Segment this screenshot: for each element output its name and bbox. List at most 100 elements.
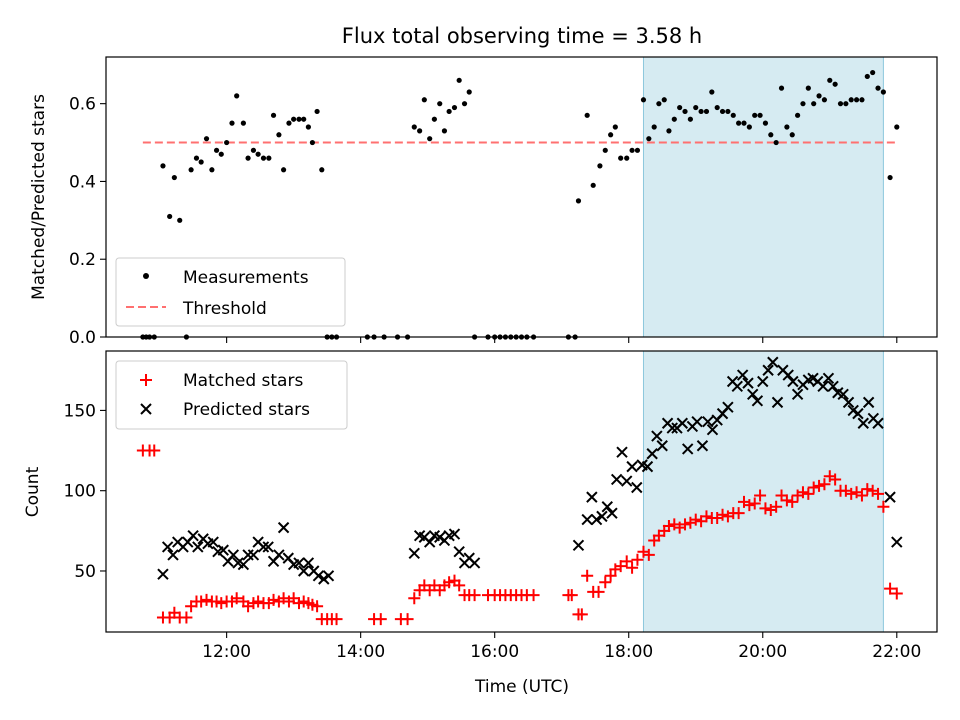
matched-stars-point	[267, 593, 280, 606]
matched-stars-point	[877, 500, 890, 513]
measurements-point	[773, 139, 779, 146]
matched-stars-point	[845, 487, 858, 500]
measurements-point	[816, 93, 822, 99]
predicted-stars-point	[257, 541, 270, 553]
measurements-point	[597, 163, 603, 169]
measurements-point	[634, 147, 641, 153]
measurements-point	[778, 85, 785, 91]
measurements-point	[811, 101, 817, 107]
measurements-point	[296, 116, 302, 122]
predicted-stars-point	[423, 536, 436, 548]
measurements-point	[286, 120, 292, 126]
measurements-point	[875, 85, 881, 91]
predicted-stars-point	[641, 460, 654, 473]
measurements-point	[661, 97, 667, 103]
measurements-point	[682, 108, 688, 115]
measurements-point	[240, 120, 246, 126]
matched-stars-point	[662, 520, 675, 533]
measurements-point	[629, 147, 635, 153]
predicted-stars-point	[448, 528, 461, 540]
matched-stars-point	[631, 553, 644, 566]
predicted-stars-point	[631, 481, 643, 494]
x-tick-label: 18:00	[604, 642, 653, 662]
predicted-stars-point	[468, 557, 481, 569]
predicted-stars-point	[192, 541, 204, 553]
measurements-point	[746, 124, 752, 130]
predicted-stars-point	[691, 415, 703, 428]
y-tick-label: 50	[74, 562, 96, 582]
predicted-stars-point	[827, 380, 839, 393]
matched-stars-point	[604, 569, 617, 582]
measurements-point	[417, 128, 423, 134]
matched-stars-point	[443, 576, 456, 589]
predicted-stars-point	[666, 422, 678, 434]
matched-stars-point	[592, 585, 605, 598]
top-panel: 0.0 0.2 0.4 0.6 Flux total observing time =…	[29, 24, 938, 348]
measurements-point	[167, 213, 173, 220]
measurements-point	[853, 97, 860, 103]
measurements-point	[752, 112, 758, 118]
measurements-point	[193, 155, 200, 161]
predicted-stars-point	[596, 510, 608, 523]
y-tick-label: 0.0	[69, 328, 96, 348]
measurements-point	[602, 147, 608, 153]
measurements-point	[171, 174, 177, 181]
measurements-point	[291, 116, 297, 122]
matched-stars-point	[818, 478, 831, 491]
y-tick-label: 0.4	[69, 172, 96, 192]
measurements-point	[837, 101, 844, 107]
y-tick-label: 100	[64, 482, 96, 502]
measurements-point	[451, 104, 458, 111]
matched-stars-point	[716, 508, 729, 521]
measurements-point	[590, 182, 596, 188]
predicted-legend-label: Predicted stars	[183, 400, 310, 420]
matched-stars-point	[802, 487, 815, 500]
count-points	[136, 356, 903, 626]
measurements-point	[218, 151, 224, 157]
predicted-stars-point	[262, 541, 274, 553]
predicted-stars-point	[606, 507, 618, 519]
predicted-stars-point	[857, 417, 869, 429]
predicted-stars-point	[862, 396, 875, 409]
measurements-point	[757, 112, 763, 118]
top-y-axis-label: Matched/Predicted stars	[29, 94, 49, 300]
predicted-stars-point	[626, 460, 638, 473]
predicted-stars-point	[237, 558, 250, 571]
matched-stars-point	[796, 486, 809, 499]
measurements-point	[741, 120, 747, 126]
measurements-point	[260, 155, 267, 161]
measurements-point	[709, 89, 715, 95]
measurements-point	[795, 112, 801, 118]
x-tick-label: 22:00	[872, 642, 921, 662]
predicted-stars-point	[767, 356, 779, 368]
predicted-stars-point	[572, 539, 585, 551]
predicted-stars-point	[681, 443, 694, 455]
matched-stars-point	[230, 592, 243, 605]
measurements-point	[859, 97, 865, 103]
predicted-stars-point	[696, 440, 709, 452]
matched-stars-point	[468, 589, 481, 602]
predicted-stars-point	[762, 364, 774, 376]
predicted-legend-marker	[140, 403, 152, 415]
predicted-stars-point	[837, 388, 849, 401]
predicted-stars-point	[408, 547, 420, 560]
measurements-point	[784, 124, 790, 130]
predicted-stars-point	[702, 415, 714, 428]
matched-stars-point	[890, 587, 903, 600]
measurement-points	[140, 69, 900, 340]
predicted-stars-point	[731, 380, 743, 393]
matched-legend-marker	[140, 374, 152, 386]
measurements-point	[301, 116, 307, 122]
matched-stars-point	[599, 576, 612, 589]
predicted-stars-point	[247, 549, 260, 561]
measurements-point	[693, 104, 699, 111]
top-legend-box	[115, 257, 346, 327]
matched-stars-point	[330, 613, 343, 626]
predicted-stars-point	[312, 570, 325, 582]
predicted-stars-point	[207, 536, 219, 548]
x-axis-label: Time (UTC)	[474, 677, 569, 697]
measurements-point	[714, 104, 720, 111]
predicted-stars-point	[787, 375, 799, 388]
measurements-point	[656, 101, 662, 107]
